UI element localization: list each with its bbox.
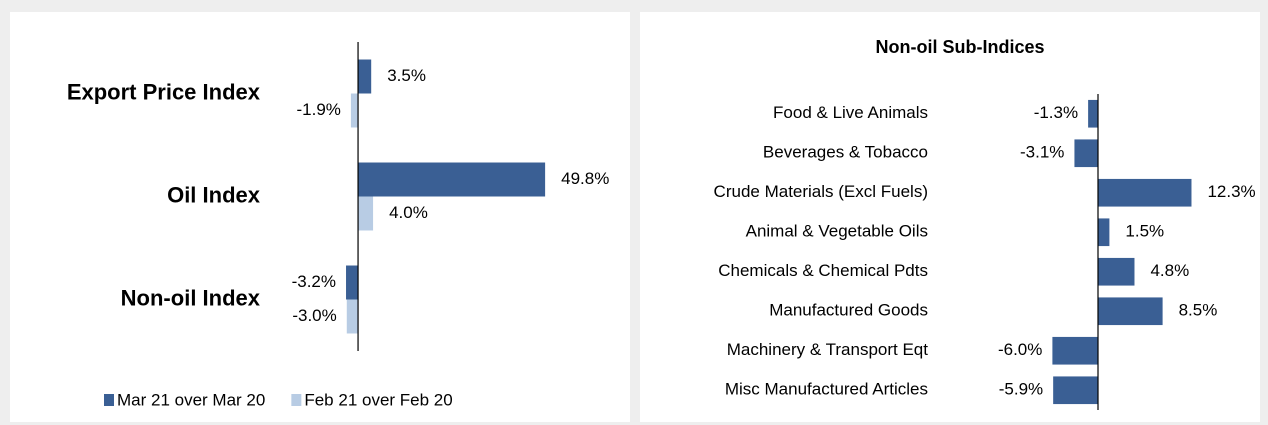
- bar: [1074, 139, 1098, 168]
- category-label: Machinery & Transport Eqt: [727, 340, 929, 359]
- value-label: -1.3%: [1034, 103, 1078, 122]
- legend-swatch: [291, 394, 302, 406]
- category-label: Export Price Index: [67, 79, 261, 104]
- bar: [358, 59, 372, 94]
- category-label: Manufactured Goods: [769, 301, 928, 320]
- value-label: 4.0%: [389, 203, 428, 222]
- legend-label: Mar 21 over Mar 20: [117, 390, 265, 409]
- category-label: Animal & Vegetable Oils: [746, 222, 928, 241]
- value-label: 1.5%: [1125, 222, 1164, 241]
- value-label: -3.0%: [292, 306, 336, 325]
- bar: [350, 93, 359, 128]
- category-label: Misc Manufactured Articles: [725, 380, 928, 399]
- left-panel: [10, 12, 630, 422]
- value-label: -3.1%: [1020, 143, 1064, 162]
- category-label: Food & Live Animals: [773, 103, 928, 122]
- value-label: -3.2%: [292, 272, 336, 291]
- legend-label: Feb 21 over Feb 20: [304, 390, 452, 409]
- value-label: -5.9%: [999, 380, 1043, 399]
- bar: [1098, 178, 1192, 207]
- bar: [346, 299, 359, 334]
- bar: [1088, 99, 1098, 128]
- bar: [1098, 297, 1163, 326]
- chart-title: Non-oil Sub-Indices: [876, 37, 1045, 57]
- value-label: 4.8%: [1150, 261, 1189, 280]
- category-label: Oil Index: [167, 182, 261, 207]
- category-label: Chemicals & Chemical Pdts: [718, 261, 928, 280]
- bar: [1053, 376, 1098, 405]
- bar: [358, 162, 546, 197]
- category-label: Beverages & Tobacco: [763, 143, 928, 162]
- value-label: 8.5%: [1179, 301, 1218, 320]
- bar: [1052, 336, 1098, 365]
- value-label: -6.0%: [998, 340, 1042, 359]
- value-label: 12.3%: [1207, 182, 1255, 201]
- bar: [1098, 218, 1110, 247]
- right-panel: [640, 12, 1260, 422]
- category-label: Crude Materials (Excl Fuels): [714, 182, 928, 201]
- bar: [358, 196, 374, 231]
- bar: [346, 265, 359, 300]
- bar: [1098, 257, 1135, 286]
- value-label: 3.5%: [387, 66, 426, 85]
- value-label: -1.9%: [296, 100, 340, 119]
- category-label: Non-oil Index: [121, 285, 261, 310]
- value-label: 49.8%: [561, 169, 609, 188]
- legend-swatch: [104, 394, 114, 406]
